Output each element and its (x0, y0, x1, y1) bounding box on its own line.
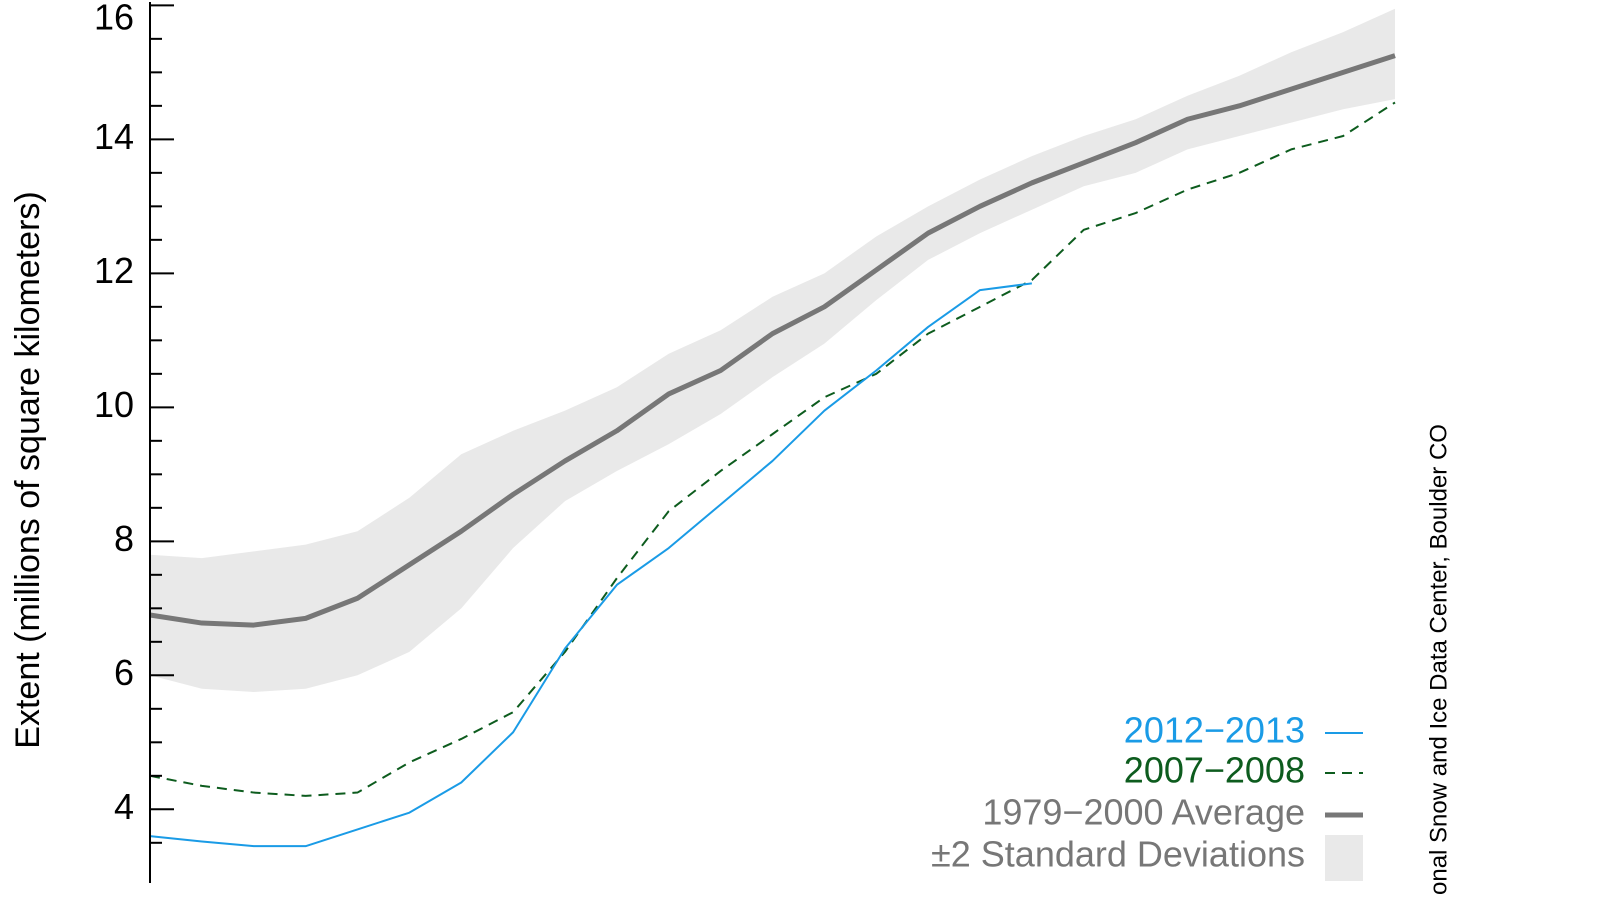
series-line (149, 101, 1396, 797)
y-tick-label: 14 (94, 116, 134, 157)
legend-label: 2012−2013 (1124, 710, 1305, 751)
legend-label: ±2 Standard Deviations (931, 834, 1305, 875)
y-tick-label: 4 (114, 786, 134, 827)
y-tick-label: 16 (94, 0, 134, 38)
y-tick-label: 8 (114, 518, 134, 559)
y-tick-label: 6 (114, 652, 134, 693)
legend-label: 1979−2000 Average (982, 792, 1305, 833)
legend-swatch (1325, 835, 1363, 881)
series-line (149, 53, 1396, 628)
std-band (150, 8, 1395, 693)
y-axis-label: Extent (millions of square kilometers) (9, 191, 47, 748)
series-line (149, 282, 1033, 848)
y-tick-label: 10 (94, 384, 134, 425)
y-tick-label: 12 (94, 250, 134, 291)
credit: onal Snow and Ice Data Center, Boulder C… (1425, 424, 1452, 895)
legend-label: 2007−2008 (1124, 750, 1305, 791)
